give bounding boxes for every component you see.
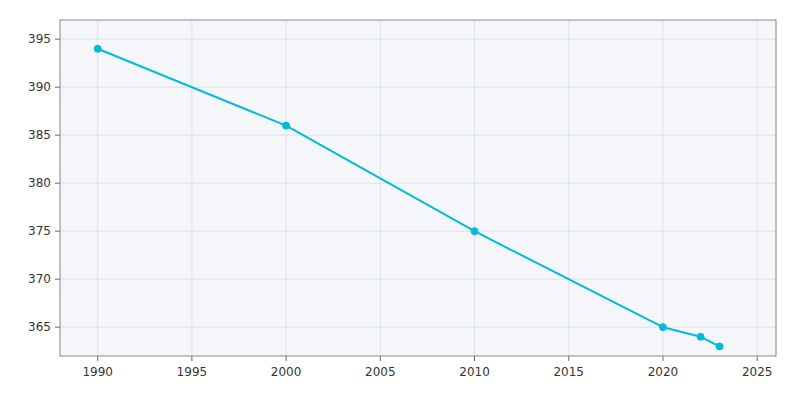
grid <box>60 20 776 356</box>
point <box>716 343 723 350</box>
x-tick-label: 2010 <box>459 365 490 379</box>
y-tick-label: 395 <box>28 32 51 46</box>
y-tick <box>55 87 60 88</box>
y-tick-label: 370 <box>28 272 51 286</box>
point <box>659 324 666 331</box>
x-tick-label: 2000 <box>271 365 302 379</box>
x-tick-label: 2020 <box>648 365 679 379</box>
y-tick-label: 375 <box>28 224 51 238</box>
x-tick <box>474 356 475 361</box>
x-tick <box>286 356 287 361</box>
y-tick <box>55 231 60 232</box>
y-tick-label: 380 <box>28 176 51 190</box>
x-grid-line <box>191 20 192 356</box>
y-tick <box>55 279 60 280</box>
y-tick <box>55 135 60 136</box>
y-tick <box>55 327 60 328</box>
line <box>98 49 720 347</box>
x-grid-line <box>568 20 569 356</box>
y-tick-label: 390 <box>28 80 51 94</box>
x-grid-line <box>662 20 663 356</box>
x-tick-label: 2025 <box>742 365 773 379</box>
x-tick <box>191 356 192 361</box>
x-grid-line <box>286 20 287 356</box>
y-tick-label: 385 <box>28 128 51 142</box>
y-grid-line <box>60 279 776 280</box>
x-grid-line <box>757 20 758 356</box>
x-tick-label: 2005 <box>365 365 396 379</box>
x-tick-label: 1995 <box>177 365 208 379</box>
point <box>471 228 478 235</box>
x-tick-label: 2015 <box>553 365 584 379</box>
point <box>697 333 704 340</box>
x-grid-line <box>380 20 381 356</box>
x-tick <box>568 356 569 361</box>
x-tick <box>380 356 381 361</box>
chart-svg: 1990 1995 2000 2005 2010 2015 2020 2025 365 370 37… <box>0 0 800 400</box>
axes: 1990 1995 2000 2005 2010 2015 2020 2025 365 370 37… <box>28 20 776 379</box>
point <box>94 45 101 52</box>
series <box>94 45 723 350</box>
y-tick-label: 365 <box>28 320 51 334</box>
x-tick-label: 1990 <box>82 365 113 379</box>
x-tick <box>97 356 98 361</box>
chart-container: 1990 1995 2000 2005 2010 2015 2020 2025 365 370 37… <box>0 0 800 400</box>
y-grid-line <box>60 39 776 40</box>
y-grid-line <box>60 327 776 328</box>
plot-frame <box>60 20 776 356</box>
y-tick <box>55 183 60 184</box>
x-grid-line <box>97 20 98 356</box>
y-grid-line <box>60 135 776 136</box>
y-grid-line <box>60 231 776 232</box>
y-grid-line <box>60 87 776 88</box>
plot-background <box>60 20 776 356</box>
x-tick <box>662 356 663 361</box>
y-tick <box>55 39 60 40</box>
point <box>283 122 290 129</box>
page: {"chart_data": {"type": "line", "x": [19… <box>0 0 800 400</box>
y-grid-line <box>60 183 776 184</box>
x-tick <box>757 356 758 361</box>
x-grid-line <box>474 20 475 356</box>
